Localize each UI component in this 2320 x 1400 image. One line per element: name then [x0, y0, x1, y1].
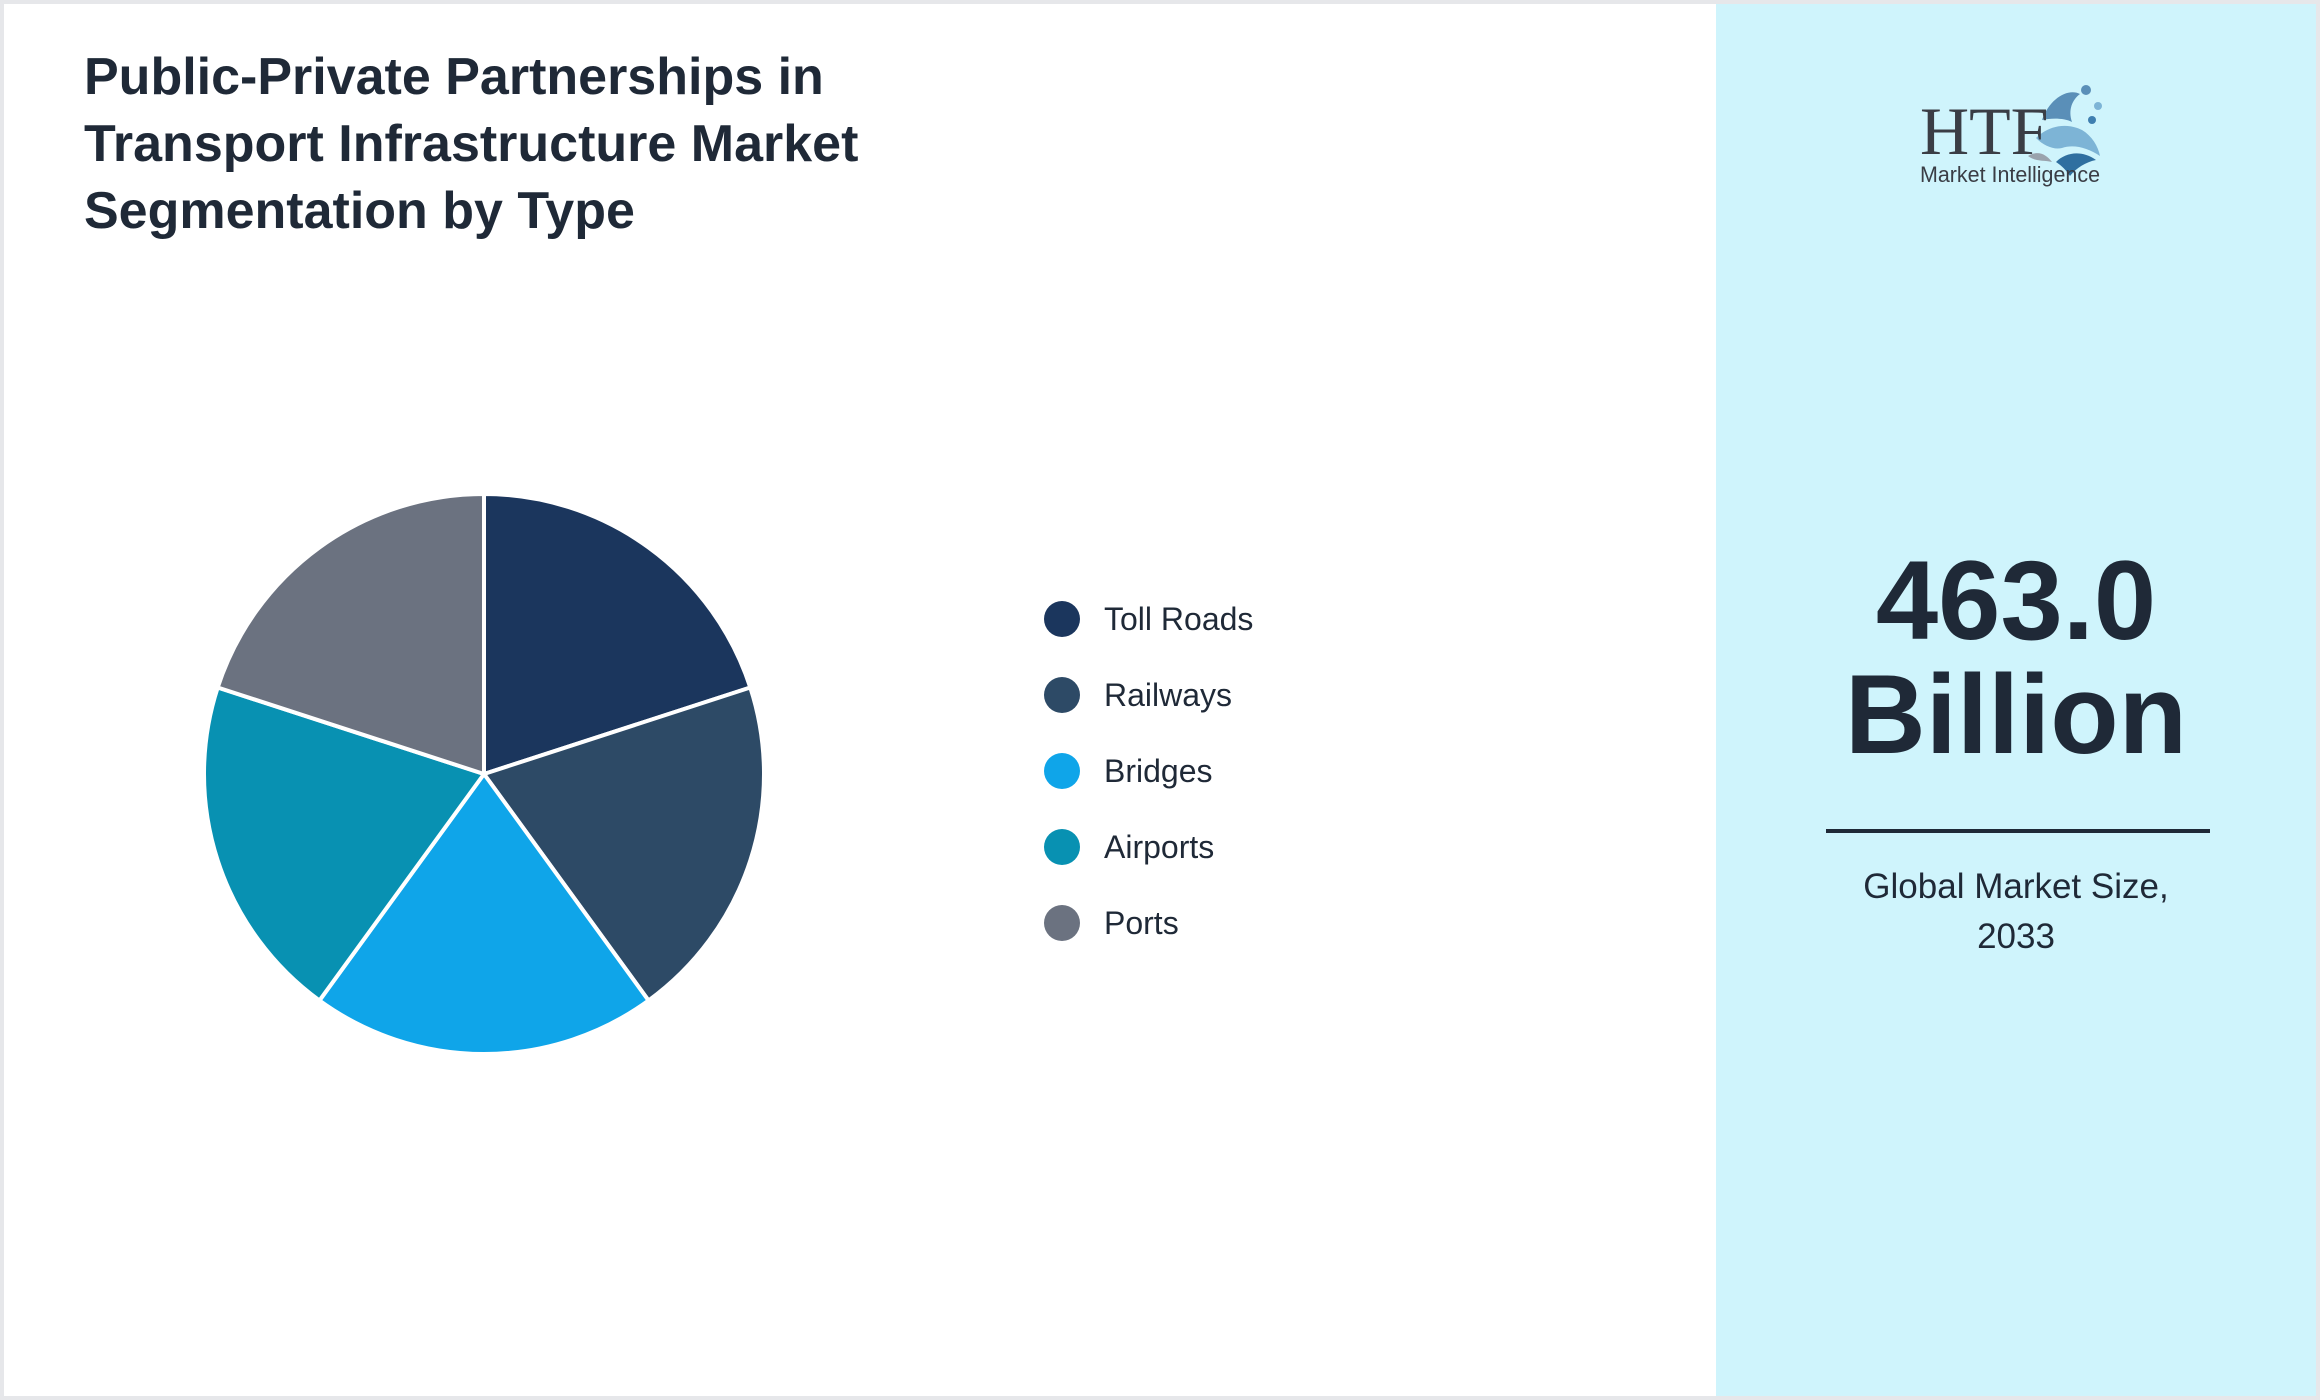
pie-slice-bridges: [317, 772, 651, 1056]
market-size-number: 463.0: [1875, 538, 2157, 663]
market-size-unit: Billion: [1844, 652, 2188, 777]
legend-label-ports: Ports: [1104, 905, 1179, 941]
chart-title-line-3: Segmentation by Type: [84, 182, 635, 240]
legend-label-bridges: Bridges: [1104, 753, 1213, 789]
chart-panel: Public-Private Partnerships in Transport…: [4, 4, 1716, 1396]
legend-swatch-bridges: [1044, 753, 1080, 789]
chart-title-line-2: Transport Infrastructure Market: [84, 115, 859, 173]
htf-logo-letters: HTF: [1920, 93, 2048, 169]
pie-slice-airports: [202, 685, 486, 1003]
htf-logo: HTF Market Intelligence: [1920, 85, 2102, 187]
legend-swatch-airports: [1044, 829, 1080, 865]
legend-swatch-toll-roads: [1044, 601, 1080, 637]
legend-label-airports: Airports: [1104, 829, 1215, 865]
pie-slice-toll-roads: [482, 492, 753, 776]
market-size-value: 463.0 Billion: [1716, 544, 2316, 772]
legend-label-toll-roads: Toll Roads: [1104, 601, 1254, 637]
pie-chart: [202, 492, 766, 1056]
market-size-caption-line-1: Global Market Size,: [1863, 867, 2169, 906]
pie-slice-railways: [482, 685, 766, 1003]
legend-swatch-ports: [1044, 905, 1080, 941]
divider: [1826, 829, 2210, 833]
pie-slice-ports: [215, 492, 486, 776]
market-size-panel: HTF Market Intelligence 463.0 Billion Gl…: [1716, 4, 2316, 1396]
htf-logo-tagline: Market Intelligence: [1920, 162, 2100, 187]
legend-swatch-railways: [1044, 677, 1080, 713]
chart-title: Public-Private Partnerships in Transport…: [84, 44, 984, 245]
market-size-caption: Global Market Size, 2033: [1716, 862, 2316, 962]
htf-logo-emblem-icon: [2028, 85, 2102, 176]
legend-label-railways: Railways: [1104, 677, 1233, 713]
market-size-caption-year: 2033: [1977, 917, 2055, 956]
chart-title-line-1: Public-Private Partnerships in: [84, 48, 824, 106]
